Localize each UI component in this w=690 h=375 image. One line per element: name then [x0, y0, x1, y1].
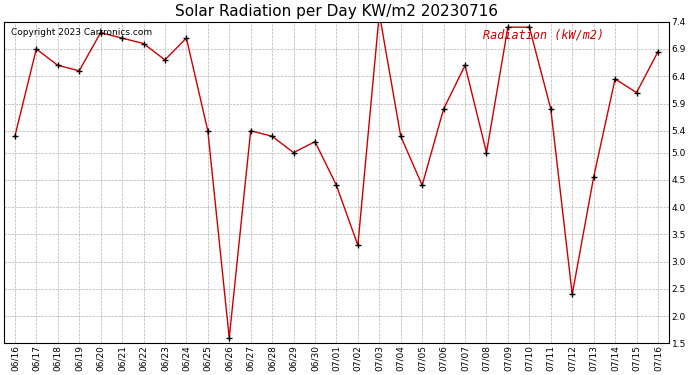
Text: Copyright 2023 Cartronics.com: Copyright 2023 Cartronics.com [11, 28, 152, 37]
Text: Radiation (kW/m2): Radiation (kW/m2) [482, 28, 604, 41]
Title: Solar Radiation per Day KW/m2 20230716: Solar Radiation per Day KW/m2 20230716 [175, 4, 498, 19]
